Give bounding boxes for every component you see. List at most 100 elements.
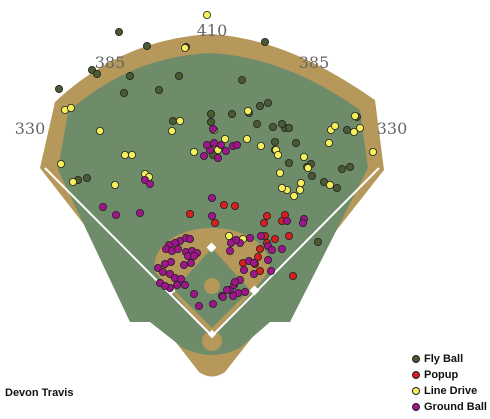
line-drive-point [220, 134, 229, 143]
ground-ball-point [218, 292, 227, 301]
ground-ball-point [240, 287, 249, 296]
ground-ball-point [112, 210, 121, 219]
fly-ball-point [270, 137, 279, 146]
ground-ball-point [239, 265, 248, 274]
line-drive-point [175, 117, 184, 126]
line-drive-point [242, 134, 251, 143]
fly-ball-point [115, 27, 124, 36]
fly-ball-point [126, 72, 135, 81]
legend: Fly Ball Popup Line Drive Ground Ball [412, 351, 487, 415]
fly-ball-point [263, 99, 272, 108]
fly-ball-point [260, 38, 269, 47]
legend-swatch-ground-ball [412, 403, 420, 411]
ground-ball-point [222, 285, 231, 294]
ground-ball-point [230, 277, 239, 286]
fly-ball-point [93, 70, 102, 79]
popup-point [253, 252, 262, 261]
popup-point [259, 218, 268, 227]
ground-ball-point [256, 231, 265, 240]
popup-point [210, 218, 219, 227]
ground-ball-point [172, 280, 181, 289]
ground-ball-point [298, 218, 307, 227]
line-drive-point [350, 112, 359, 121]
ground-ball-point [266, 266, 275, 275]
ground-ball-point [232, 140, 241, 149]
ground-ball-point [208, 125, 217, 134]
ground-ball-point [176, 274, 185, 283]
legend-item-popup: Popup [412, 367, 487, 383]
ground-ball-point [249, 258, 258, 267]
line-drive-point [368, 147, 377, 156]
popup-point [230, 201, 239, 210]
legend-label-ground-ball: Ground Ball [424, 401, 487, 413]
fly-ball-point [313, 237, 322, 246]
line-drive-point [67, 104, 76, 113]
fly-ball-point [277, 120, 286, 129]
line-drive-point [127, 150, 136, 159]
fly-ball-point [284, 124, 293, 133]
fly-ball-point [291, 138, 300, 147]
ground-ball-point [225, 246, 234, 255]
fly-ball-point [154, 86, 163, 95]
ground-ball-point [160, 281, 169, 290]
legend-item-ground-ball: Ground Ball [412, 399, 487, 415]
fly-ball-point [206, 110, 215, 119]
line-drive-point [330, 122, 339, 131]
fly-ball-point [252, 120, 261, 129]
ground-ball-point [194, 301, 203, 310]
distance-label-center: 410 [197, 21, 228, 40]
line-drive-point [289, 191, 298, 200]
ground-ball-point [245, 233, 254, 242]
ground-ball-point [135, 208, 144, 217]
fly-ball-point [337, 164, 346, 173]
fly-ball-point [268, 123, 277, 132]
ground-ball-point [179, 260, 188, 269]
popup-point [185, 209, 194, 218]
ground-ball-point [199, 151, 208, 160]
line-drive-point [96, 127, 105, 136]
fly-ball-point [206, 118, 215, 127]
line-drive-point [325, 180, 334, 189]
second-base [206, 242, 217, 253]
line-drive-point [121, 150, 130, 159]
popup-point [284, 231, 293, 240]
ground-ball-point [173, 244, 182, 253]
legend-label-line-drive: Line Drive [424, 385, 478, 397]
legend-item-fly-ball: Fly Ball [412, 351, 487, 367]
ground-ball-point [221, 146, 230, 155]
ground-ball-point [249, 269, 258, 278]
fly-ball-point [255, 102, 264, 111]
distance-label-left-line: 330 [15, 119, 46, 138]
line-drive-point [57, 159, 66, 168]
home-plate [207, 329, 217, 339]
fly-ball-point [55, 85, 64, 94]
fly-ball-point [227, 110, 236, 119]
line-drive-point [296, 178, 305, 187]
left-foul-line [44, 167, 213, 337]
fly-ball-point [345, 162, 354, 171]
line-drive-point [275, 168, 284, 177]
ground-ball-point [209, 138, 218, 147]
line-drive-point [349, 127, 358, 136]
fly-ball-point [83, 173, 92, 182]
line-drive-point [256, 141, 265, 150]
ground-ball-point [99, 202, 108, 211]
popup-point [219, 200, 228, 209]
ground-ball-point [226, 238, 235, 247]
ground-ball-point [158, 267, 167, 276]
line-drive-point [277, 183, 286, 192]
ground-ball-point [160, 259, 169, 268]
ground-ball-point [216, 140, 225, 149]
ground-ball-point [208, 299, 217, 308]
ground-ball-point [282, 216, 291, 225]
legend-swatch-fly-ball [412, 355, 420, 363]
line-drive-point [69, 177, 78, 186]
distance-label-right-center: 385 [299, 53, 330, 72]
pitchers-mound [204, 278, 220, 294]
line-drive-point [295, 185, 304, 194]
ground-ball-point [185, 234, 194, 243]
ground-ball-point [213, 153, 222, 162]
line-drive-point [273, 150, 282, 159]
home-plate-area [202, 331, 222, 351]
